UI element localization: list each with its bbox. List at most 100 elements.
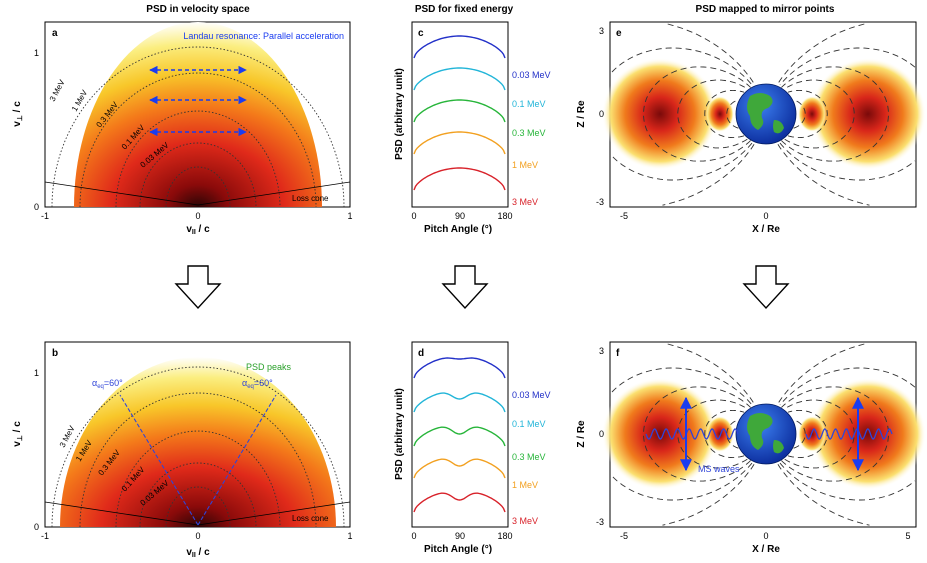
xtick-f-0: -5: [620, 531, 628, 541]
field-e-line-2-east: [784, 79, 855, 149]
panel-c-curves: [413, 35, 506, 191]
down-arrows: [174, 265, 790, 310]
energy-c-0: 0.03 MeV: [512, 70, 551, 80]
field-f-line-4-east: [779, 367, 916, 501]
panel-letter-c: c: [418, 28, 424, 39]
ytick-f-2: -3: [596, 517, 604, 527]
curves-c-curve-2: [413, 99, 506, 123]
energy-c-2: 0.3 MeV: [512, 128, 546, 138]
xtick-c-2: 180: [497, 211, 512, 221]
xtick-c-1: 90: [455, 211, 465, 221]
panel-d-frame: [411, 341, 509, 528]
ytick-e-2: -3: [596, 197, 604, 207]
xtick-c-0: 0: [411, 211, 416, 221]
energy-d-3: 1 MeV: [512, 480, 538, 490]
field-e-line-4-east: [779, 47, 916, 181]
panel-b: b PSD peaks αeq=60° αeq=60° 3 MeV 1 MeV …: [12, 341, 353, 559]
xtick-f-2: 5: [905, 531, 910, 541]
field-e-line-5-west: [662, 23, 755, 206]
down-arrow-left: [174, 265, 222, 310]
xtick-f-1: 0: [763, 531, 768, 541]
energy-c-1: 0.1 MeV: [512, 99, 546, 109]
xtick-a-1: 0: [195, 211, 200, 221]
title-velocity: PSD in velocity space: [146, 4, 250, 15]
field-e-line-0-east: [793, 99, 806, 129]
xtick-a-2: 1: [347, 211, 352, 221]
psd-peaks-label: PSD peaks: [246, 362, 292, 372]
xtick-b-1: 0: [195, 531, 200, 541]
field-e-line-3-east: [781, 66, 889, 162]
panel-b-psd-dome: [60, 357, 336, 527]
earth-f: [735, 403, 797, 465]
panel-e: e 3 0 -3 -5 0 X / Re Z / Re: [576, 21, 926, 235]
curves-c-curve-1: [413, 67, 506, 91]
field-f-line-2-east: [784, 399, 855, 469]
panel-d-curves: [413, 357, 506, 513]
ms-waves-label: MS waves: [698, 464, 740, 474]
xlabel-b: vII / c: [186, 547, 210, 559]
alpha-line-right: [197, 394, 277, 526]
field-f-line-5-west: [662, 343, 755, 526]
xlabel-d: Pitch Angle (°): [424, 544, 492, 555]
ylabel-d: PSD (arbitrary unit): [394, 388, 405, 480]
panel-a-psd-dome: [74, 22, 322, 207]
earth-e-land: [747, 93, 784, 134]
ylabel-e: Z / Re: [576, 100, 587, 128]
down-arrow-right: [742, 265, 790, 310]
curves-d-curve-2: [413, 426, 506, 447]
energy-d-0: 0.03 MeV: [512, 390, 551, 400]
xtick-d-1: 90: [455, 531, 465, 541]
ytick-f-0: 3: [599, 346, 604, 356]
xlabel-f: X / Re: [752, 544, 780, 555]
ylabel-a: v⊥ / c: [12, 101, 24, 127]
panel-letter-b: b: [52, 348, 58, 359]
ytick-f-1: 0: [599, 429, 604, 439]
field-e-line-5-east: [777, 23, 870, 206]
xtick-d-0: 0: [411, 531, 416, 541]
field-f-line-2-west: [677, 399, 748, 469]
energy-c-3: 1 MeV: [512, 160, 538, 170]
title-fixed-energy: PSD for fixed energy: [415, 4, 514, 15]
curves-d-curve-3: [413, 458, 506, 479]
loss-cone-left: [44, 181, 199, 206]
landau-label: Landau resonance: Parallel acceleration: [183, 31, 344, 41]
loss-cone-left-b: [44, 501, 199, 526]
panel-letter-e: e: [616, 28, 622, 39]
ms-wave-right: [805, 428, 893, 440]
panel-letter-f: f: [616, 348, 620, 359]
panel-a: a Landau resonance: Parallel acceleratio…: [12, 21, 353, 236]
panel-c-frame: [411, 21, 509, 208]
ylabel-b: v⊥ / c: [12, 421, 24, 447]
earth-f-land: [747, 413, 784, 454]
energy-d-2: 0.3 MeV: [512, 452, 546, 462]
energy-d-1: 0.1 MeV: [512, 419, 546, 429]
alpha-label-left: αeq=60°: [92, 378, 123, 390]
alpha-label-right: αeq=60°: [242, 378, 273, 390]
title-mirror: PSD mapped to mirror points: [696, 4, 835, 15]
ms-wave-left: [645, 428, 739, 440]
field-f-line-0-west: [726, 419, 739, 449]
energy-c-4: 3 MeV: [512, 197, 538, 207]
ytick-b-0: 0: [34, 522, 39, 532]
field-f-line-4-west: [611, 367, 753, 501]
alpha-line-left: [119, 394, 199, 526]
field-f-line-5-east: [777, 343, 870, 526]
ytick-e-1: 0: [599, 109, 604, 119]
field-e-line-3-west: [643, 66, 751, 162]
panel-e-field-lines: [611, 23, 916, 206]
xlabel-a: vII / c: [186, 224, 210, 236]
energy-d-4: 3 MeV: [512, 516, 538, 526]
field-e-line-0-west: [726, 99, 739, 129]
panel-c: c 0.03 MeV 0.1 MeV 0.3 MeV 1 MeV 3 MeV 0…: [394, 21, 551, 235]
panel-f: f MS waves 3 0 -3 -5 0 5 X / Re Z / Re: [576, 341, 926, 555]
loss-cone-label-a: Loss cone: [292, 194, 329, 203]
down-arrow-middle: [441, 265, 489, 310]
xtick-a-0: -1: [41, 211, 49, 221]
xtick-b-2: 1: [347, 531, 352, 541]
xtick-d-2: 180: [497, 531, 512, 541]
xtick-b-0: -1: [41, 531, 49, 541]
ytick-a-0: 0: [34, 202, 39, 212]
ytick-e-0: 3: [599, 26, 604, 36]
xtick-e-1: 0: [763, 211, 768, 221]
panel-a-energy-contours: [51, 46, 345, 208]
